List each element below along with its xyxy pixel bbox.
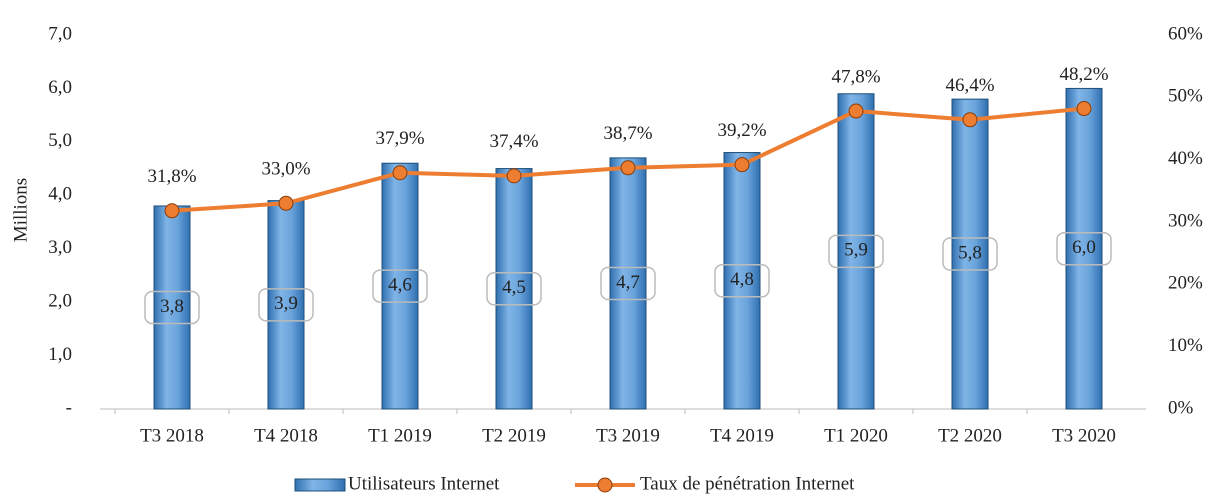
value-label-box [144,290,200,325]
y2-tick-label: 40% [1168,148,1203,169]
x-tick-label: T4 2019 [710,425,774,446]
legend-label: Utilisateurs Internet [348,473,500,494]
legend-marker [597,477,613,493]
x-tick-label: T2 2019 [482,425,546,446]
y-tick-label: 7,0 [48,23,72,44]
value-label: 39,2% [717,120,766,141]
value-label: 31,8% [147,166,196,187]
point [620,160,636,176]
y2-tick-label: 60% [1168,23,1203,44]
value-label: 4,8 [730,269,754,290]
y-tick-label: 6,0 [48,77,72,98]
x-tick-label: T4 2018 [254,425,318,446]
value-label: 48,2% [1059,64,1108,85]
point [962,112,978,128]
value-label: 38,7% [603,123,652,144]
x-tick-label: T3 2018 [140,425,204,446]
bar [381,162,419,410]
point [392,165,408,181]
value-label: 46,4% [945,75,994,96]
bar [1065,87,1103,410]
value-label: 37,9% [375,128,424,149]
bar [609,157,647,410]
x-tick-label: T3 2019 [596,425,660,446]
value-label-box [372,269,428,303]
y-tick-label: - [66,397,72,418]
point [1076,101,1092,117]
bar [951,98,989,410]
y-axis-title: Millions [10,178,31,242]
value-label-box [828,234,884,269]
bar [723,152,761,410]
y-tick-label: 1,0 [48,344,72,365]
legend-swatch [294,478,346,492]
point [164,203,180,219]
value-label: 5,8 [958,242,982,263]
x-tick-label: T1 2019 [368,425,432,446]
y-tick-label: 4,0 [48,184,72,205]
bar [837,93,875,410]
value-label: 37,4% [489,131,538,152]
y-tick-label: 2,0 [48,291,72,312]
y2-tick-label: 0% [1168,397,1194,418]
value-label-box [600,266,656,301]
legend-label: Taux de pénétration Internet [640,473,855,494]
y2-tick-label: 20% [1168,273,1203,294]
x-tick-label: T3 2020 [1052,425,1116,446]
value-label: 47,8% [831,66,880,87]
value-label-box [942,237,998,271]
y2-tick-label: 50% [1168,86,1203,107]
value-label: 3,8 [160,296,184,317]
value-label-box [258,288,314,322]
y2-tick-label: 30% [1168,210,1203,231]
value-label: 6,0 [1072,237,1096,258]
value-label: 4,6 [388,274,412,295]
point [278,195,294,211]
point [848,103,864,119]
value-label: 4,7 [616,272,640,293]
value-label: 33,0% [261,159,310,180]
value-label-box [486,272,542,306]
value-label: 4,5 [502,277,526,298]
x-tick-label: T1 2020 [824,425,888,446]
point [506,168,522,184]
value-label: 5,9 [844,240,868,261]
x-tick-label: T2 2020 [938,425,1002,446]
y-tick-label: 5,0 [48,130,72,151]
point [734,157,750,173]
value-label: 3,9 [274,293,298,314]
bar [267,200,305,410]
y-tick-label: 3,0 [48,237,72,258]
y2-tick-label: 10% [1168,335,1203,356]
bar [495,168,533,410]
value-label-box [1056,231,1112,266]
value-label-box [714,264,770,298]
